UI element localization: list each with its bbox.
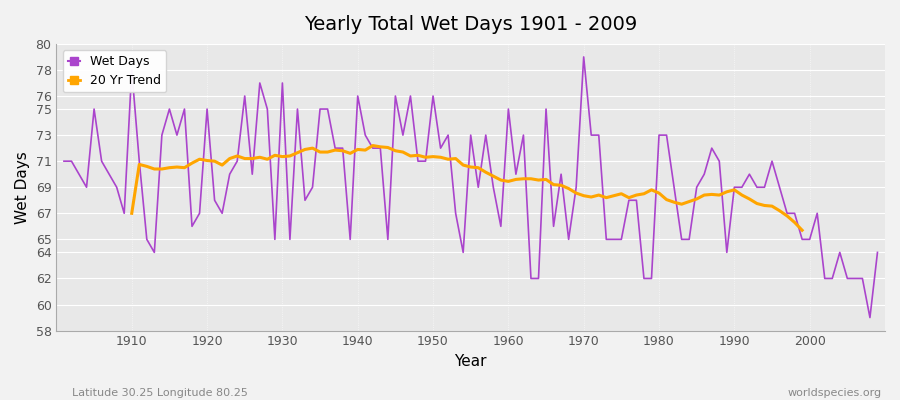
Y-axis label: Wet Days: Wet Days [15,151,30,224]
X-axis label: Year: Year [454,354,487,369]
Legend: Wet Days, 20 Yr Trend: Wet Days, 20 Yr Trend [63,50,166,92]
Text: Latitude 30.25 Longitude 80.25: Latitude 30.25 Longitude 80.25 [72,388,248,398]
Text: worldspecies.org: worldspecies.org [788,388,882,398]
Title: Yearly Total Wet Days 1901 - 2009: Yearly Total Wet Days 1901 - 2009 [304,15,637,34]
